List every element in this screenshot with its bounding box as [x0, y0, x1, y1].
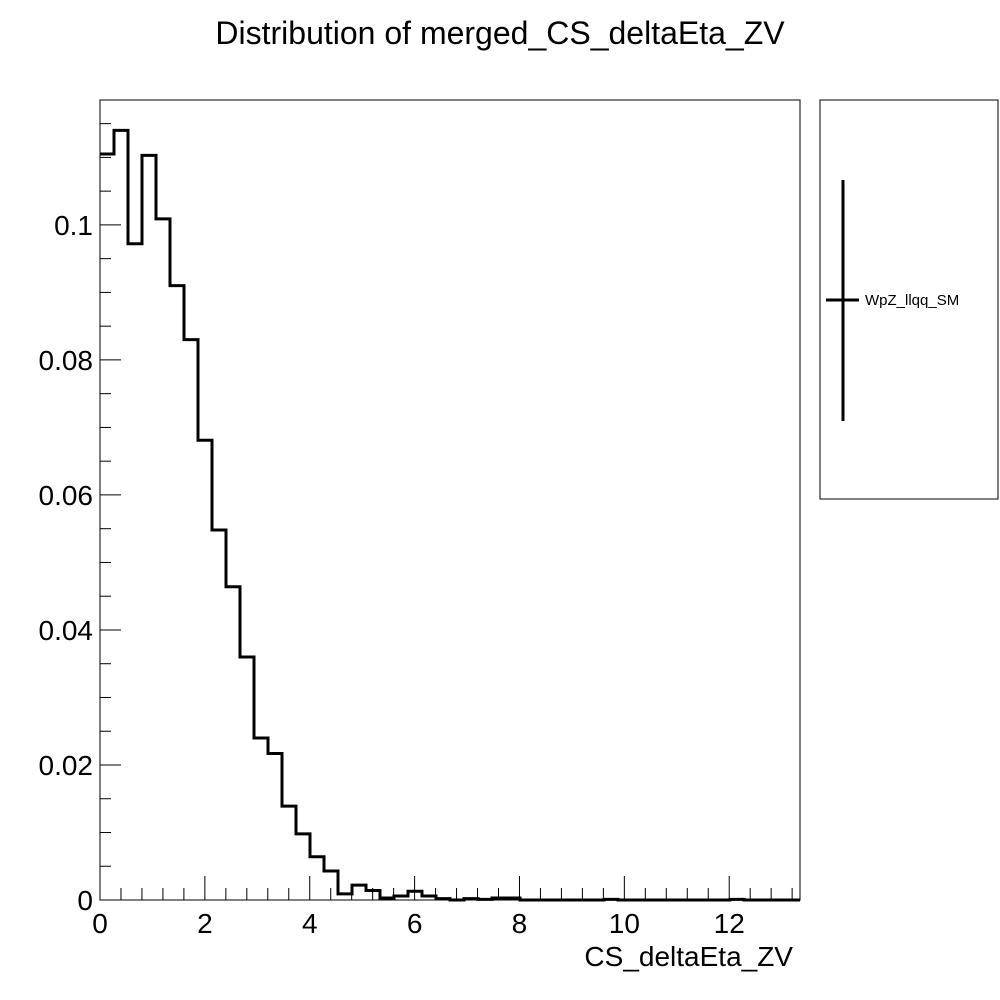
histogram-bin: [478, 899, 492, 900]
histogram-bin: [506, 898, 520, 900]
histogram-bin: [282, 806, 296, 900]
histogram-bin: [226, 587, 240, 900]
y-tick-label: 0.04: [39, 615, 94, 646]
y-tick-label: 0: [77, 885, 93, 916]
histogram-bin: [268, 754, 282, 900]
histogram-bin: [352, 885, 366, 900]
histogram-bin: [128, 244, 142, 900]
y-tick-label: 0.1: [54, 210, 93, 241]
histogram-bin: [156, 219, 170, 900]
histogram-bin: [730, 899, 744, 900]
histogram-bin: [436, 899, 450, 900]
histogram-bin: [142, 155, 156, 900]
x-tick-label: 0: [92, 908, 108, 939]
histogram-bin: [184, 340, 198, 900]
x-tick-label: 12: [714, 908, 745, 939]
histogram-bin: [380, 898, 394, 900]
y-tick-label: 0.02: [39, 750, 94, 781]
histogram-bin: [324, 871, 338, 900]
histogram-bin: [296, 834, 310, 900]
histogram-bin: [240, 657, 254, 900]
histogram-bin: [170, 286, 184, 900]
histogram-bin: [100, 154, 114, 900]
x-tick-label: 10: [609, 908, 640, 939]
x-tick-label: 6: [407, 908, 423, 939]
x-axis-tick-labels: 0 2 4 6 8 10 12: [92, 908, 745, 939]
histogram-bin: [366, 891, 380, 900]
y-axis-tick-labels: 0 0.02 0.04 0.06 0.08 0.1: [39, 210, 94, 916]
y-axis-ticks: [100, 123, 121, 901]
legend: WpZ_llqq_SM: [819, 99, 999, 500]
chart-title: Distribution of merged_CS_deltaEta_ZV: [215, 15, 785, 51]
x-tick-label: 4: [302, 908, 318, 939]
histogram-bin: [492, 898, 506, 900]
histogram-series-line: [100, 128, 800, 902]
histogram-bin: [114, 130, 128, 900]
legend-label: WpZ_llqq_SM: [865, 292, 959, 309]
histogram-bin: [394, 896, 408, 900]
histogram-bin: [464, 899, 478, 900]
histogram-bin: [338, 894, 352, 900]
histogram-bin: [254, 738, 268, 900]
x-axis-title: CS_deltaEta_ZV: [584, 941, 793, 972]
x-tick-label: 8: [512, 908, 528, 939]
histogram-bin: [212, 530, 226, 900]
histogram-bins: [100, 130, 744, 900]
y-tick-label: 0.06: [39, 480, 94, 511]
histogram-bin: [310, 857, 324, 900]
histogram-bin: [198, 440, 212, 900]
histogram-bin: [604, 899, 618, 900]
y-tick-label: 0.08: [39, 345, 94, 376]
histogram-bin: [408, 891, 422, 900]
x-axis-ticks: [99, 876, 793, 900]
x-tick-label: 2: [197, 908, 213, 939]
histogram-bin: [422, 896, 436, 900]
